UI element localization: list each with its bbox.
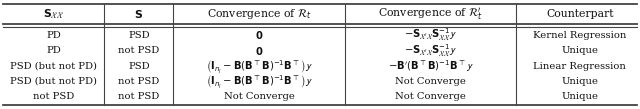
Text: Kernel Regression: Kernel Regression — [533, 31, 627, 40]
Text: Unique: Unique — [561, 92, 598, 101]
Text: $-\mathbf{B}'(\mathbf{B}^\top\mathbf{B})^{-1}\mathbf{B}^\top\mathcal{y}$: $-\mathbf{B}'(\mathbf{B}^\top\mathbf{B})… — [388, 58, 474, 74]
Text: not PSD: not PSD — [118, 92, 159, 101]
Text: PSD: PSD — [128, 62, 150, 71]
Text: Convergence of $\mathcal{R}_t$: Convergence of $\mathcal{R}_t$ — [207, 7, 312, 21]
Text: PD: PD — [46, 31, 61, 40]
Text: not PSD: not PSD — [33, 92, 74, 101]
Text: Unique: Unique — [561, 46, 598, 55]
Text: not PSD: not PSD — [118, 46, 159, 55]
Text: Convergence of $\mathcal{R}_t'$: Convergence of $\mathcal{R}_t'$ — [378, 6, 483, 22]
Text: $-\mathbf{S}_{\mathcal{X}'\mathcal{X}}\mathbf{S}_{\mathcal{X}\mathcal{X}}^{-1}\m: $-\mathbf{S}_{\mathcal{X}'\mathcal{X}}\m… — [404, 27, 457, 43]
Text: $\left(\mathbf{I}_{n_l} - \mathbf{B}(\mathbf{B}^\top\mathbf{B})^{-1}\mathbf{B}^\: $\left(\mathbf{I}_{n_l} - \mathbf{B}(\ma… — [206, 58, 312, 75]
Text: $\mathbf{S}_{\mathcal{X}\mathcal{X}}$: $\mathbf{S}_{\mathcal{X}\mathcal{X}}$ — [44, 8, 64, 21]
Text: Linear Regression: Linear Regression — [533, 62, 627, 71]
Text: Counterpart: Counterpart — [546, 9, 614, 19]
Text: $-\mathbf{S}_{\mathcal{X}'\mathcal{X}}\mathbf{S}_{\mathcal{X}\mathcal{X}}^{-1}\m: $-\mathbf{S}_{\mathcal{X}'\mathcal{X}}\m… — [404, 42, 457, 59]
Text: not PSD: not PSD — [118, 77, 159, 86]
Text: $\mathbf{0}$: $\mathbf{0}$ — [255, 29, 264, 41]
Text: $\mathbf{0}$: $\mathbf{0}$ — [255, 45, 264, 57]
Text: Not Converge: Not Converge — [224, 92, 294, 101]
Text: Not Converge: Not Converge — [396, 77, 466, 86]
Text: Unique: Unique — [561, 77, 598, 86]
Text: PSD (but not PD): PSD (but not PD) — [10, 62, 97, 71]
Text: $\mathbf{S}$: $\mathbf{S}$ — [134, 8, 143, 20]
Text: PSD (but not PD): PSD (but not PD) — [10, 77, 97, 86]
Text: PSD: PSD — [128, 31, 150, 40]
Text: PD: PD — [46, 46, 61, 55]
Text: $\left(\mathbf{I}_{n_l} - \mathbf{B}(\mathbf{B}^\top\mathbf{B})^{-1}\mathbf{B}^\: $\left(\mathbf{I}_{n_l} - \mathbf{B}(\ma… — [206, 73, 312, 90]
Text: Not Converge: Not Converge — [396, 92, 466, 101]
